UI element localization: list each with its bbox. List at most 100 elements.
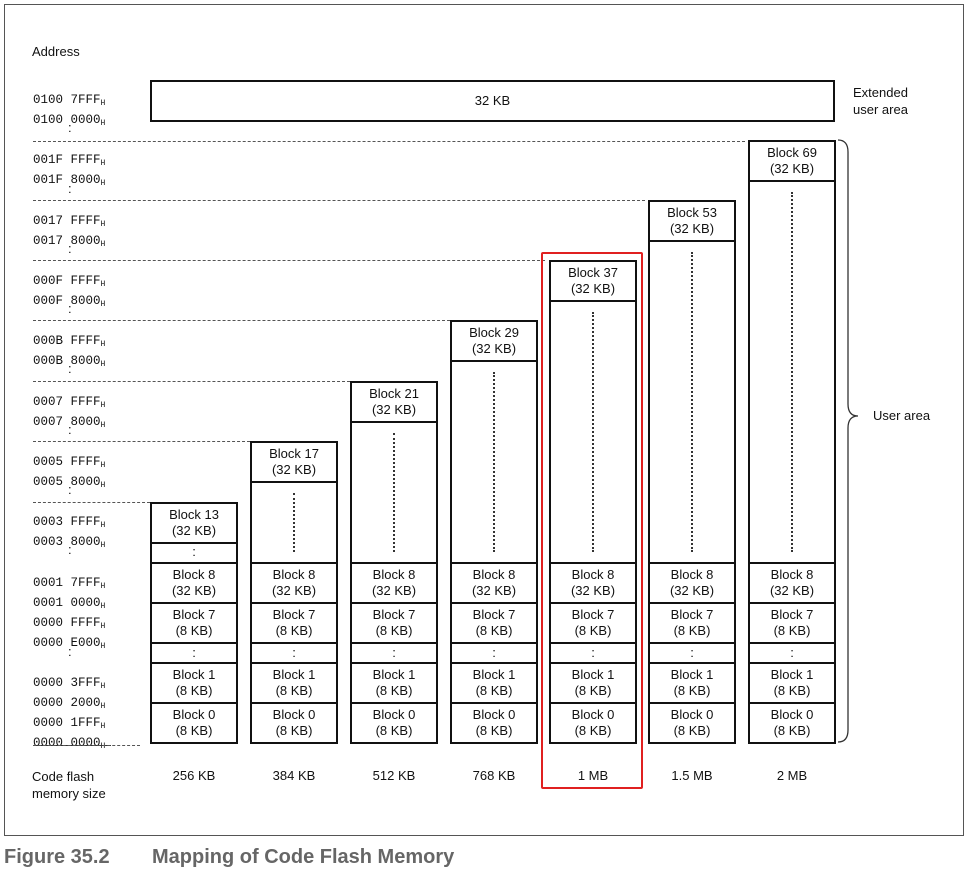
size-label: 1.5 MB — [671, 768, 713, 783]
blocks-ellipsis: : — [350, 642, 438, 664]
middle-ellipsis — [592, 312, 594, 552]
address-ellipsis: : — [68, 482, 72, 497]
address-label: 0100 7FFFH — [33, 93, 106, 108]
size-label: 512 KB — [372, 768, 416, 783]
user-area-label: User area — [873, 408, 931, 423]
flash-block: Block 8 (32 KB) — [150, 562, 238, 604]
address-ellipsis: : — [68, 644, 72, 659]
blocks-ellipsis: : — [250, 642, 338, 664]
address-ellipsis: : — [68, 241, 72, 256]
address-label: 0007 FFFFH — [33, 395, 106, 410]
flash-block: Block 1 (8 KB) — [350, 662, 438, 704]
size-label: 768 KB — [472, 768, 516, 783]
middle-ellipsis: : — [192, 544, 196, 559]
flash-block: Block 8 (32 KB) — [350, 562, 438, 604]
top-block: Block 17 (32 KB) — [250, 441, 338, 483]
address-label: 0000 2000H — [33, 696, 106, 711]
address-label: 0005 FFFFH — [33, 455, 106, 470]
flash-block: Block 0 (8 KB) — [250, 702, 338, 744]
address-label: 0003 FFFFH — [33, 515, 106, 530]
middle-ellipsis — [293, 493, 295, 552]
flash-block: Block 8 (32 KB) — [450, 562, 538, 604]
address-divider-line — [33, 381, 350, 382]
address-label: 0001 0000H — [33, 596, 106, 611]
top-block: Block 37 (32 KB) — [549, 260, 637, 302]
flash-block: Block 8 (32 KB) — [648, 562, 736, 604]
size-label: 384 KB — [272, 768, 316, 783]
extended-block: 32 KB — [150, 80, 835, 122]
flash-block: Block 1 (8 KB) — [250, 662, 338, 704]
address-ellipsis: : — [68, 181, 72, 196]
figure-title: Mapping of Code Flash Memory — [152, 846, 455, 868]
address-divider-line — [33, 502, 150, 503]
top-block: Block 69 (32 KB) — [748, 140, 836, 182]
flash-block: Block 1 (8 KB) — [648, 662, 736, 704]
address-label: 0007 8000H — [33, 415, 106, 430]
flash-block: Block 7 (8 KB) — [748, 602, 836, 644]
address-label: 0005 8000H — [33, 475, 106, 490]
address-label: 0000 FFFFH — [33, 616, 106, 631]
figure-number: Figure 35.2 — [4, 846, 110, 868]
flash-block: Block 1 (8 KB) — [150, 662, 238, 704]
address-label: 0000 1FFFH — [33, 716, 106, 731]
blocks-ellipsis: : — [150, 642, 238, 664]
flash-block: Block 1 (8 KB) — [748, 662, 836, 704]
size-label: 1 MB — [577, 768, 609, 783]
flash-block: Block 7 (8 KB) — [549, 602, 637, 644]
address-ellipsis: : — [68, 120, 72, 135]
top-block: Block 13 (32 KB) — [150, 502, 238, 544]
top-block: Block 29 (32 KB) — [450, 320, 538, 362]
address-label: 001F FFFFH — [33, 153, 106, 168]
address-label: 0000 3FFFH — [33, 676, 106, 691]
address-ellipsis: : — [68, 301, 72, 316]
address-divider-line — [33, 745, 140, 746]
address-label: 0001 7FFFH — [33, 576, 106, 591]
blocks-ellipsis: : — [648, 642, 736, 664]
address-label: 0003 8000H — [33, 535, 106, 550]
flash-block: Block 8 (32 KB) — [748, 562, 836, 604]
user-area-brace — [837, 139, 859, 743]
flash-block: Block 8 (32 KB) — [250, 562, 338, 604]
middle-ellipsis — [791, 192, 793, 552]
flash-block: Block 0 (8 KB) — [648, 702, 736, 744]
figure-frame — [4, 4, 964, 836]
figure-caption: Figure 35.2 Mapping of Code Flash Memory — [4, 846, 454, 869]
flash-block: Block 7 (8 KB) — [350, 602, 438, 644]
address-ellipsis: : — [68, 422, 72, 437]
address-header: Address — [32, 44, 80, 59]
flash-block: Block 7 (8 KB) — [150, 602, 238, 644]
address-label: 0100 0000H — [33, 113, 106, 128]
address-label: 0017 FFFFH — [33, 214, 106, 229]
flash-block: Block 0 (8 KB) — [450, 702, 538, 744]
address-divider-line — [33, 141, 745, 142]
address-label: 000F 8000H — [33, 294, 106, 309]
flash-block: Block 0 (8 KB) — [150, 702, 238, 744]
top-block: Block 21 (32 KB) — [350, 381, 438, 423]
flash-block: Block 0 (8 KB) — [748, 702, 836, 744]
flash-block: Block 7 (8 KB) — [250, 602, 338, 644]
flash-block: Block 7 (8 KB) — [450, 602, 538, 644]
flash-block: Block 0 (8 KB) — [350, 702, 438, 744]
middle-ellipsis — [393, 433, 395, 552]
top-block: Block 53 (32 KB) — [648, 200, 736, 242]
blocks-ellipsis: : — [450, 642, 538, 664]
address-label: 001F 8000H — [33, 173, 106, 188]
extended-user-area-label: Extended user area — [853, 85, 908, 117]
address-label: 000B 8000H — [33, 354, 106, 369]
highlight-1mb-outline — [541, 252, 643, 789]
address-label: 000B FFFFH — [33, 334, 106, 349]
address-divider-line — [33, 200, 645, 201]
address-divider-line — [33, 441, 250, 442]
address-ellipsis: : — [68, 361, 72, 376]
size-label: 2 MB — [776, 768, 808, 783]
address-label: 000F FFFFH — [33, 274, 106, 289]
flash-block: Block 0 (8 KB) — [549, 702, 637, 744]
address-label: 0000 E000H — [33, 636, 106, 651]
address-label: 0017 8000H — [33, 234, 106, 249]
size-label: 256 KB — [172, 768, 216, 783]
flash-block: Block 1 (8 KB) — [450, 662, 538, 704]
address-divider-line — [33, 320, 455, 321]
middle-ellipsis — [493, 372, 495, 552]
address-divider-line — [33, 260, 545, 261]
middle-ellipsis — [691, 252, 693, 552]
